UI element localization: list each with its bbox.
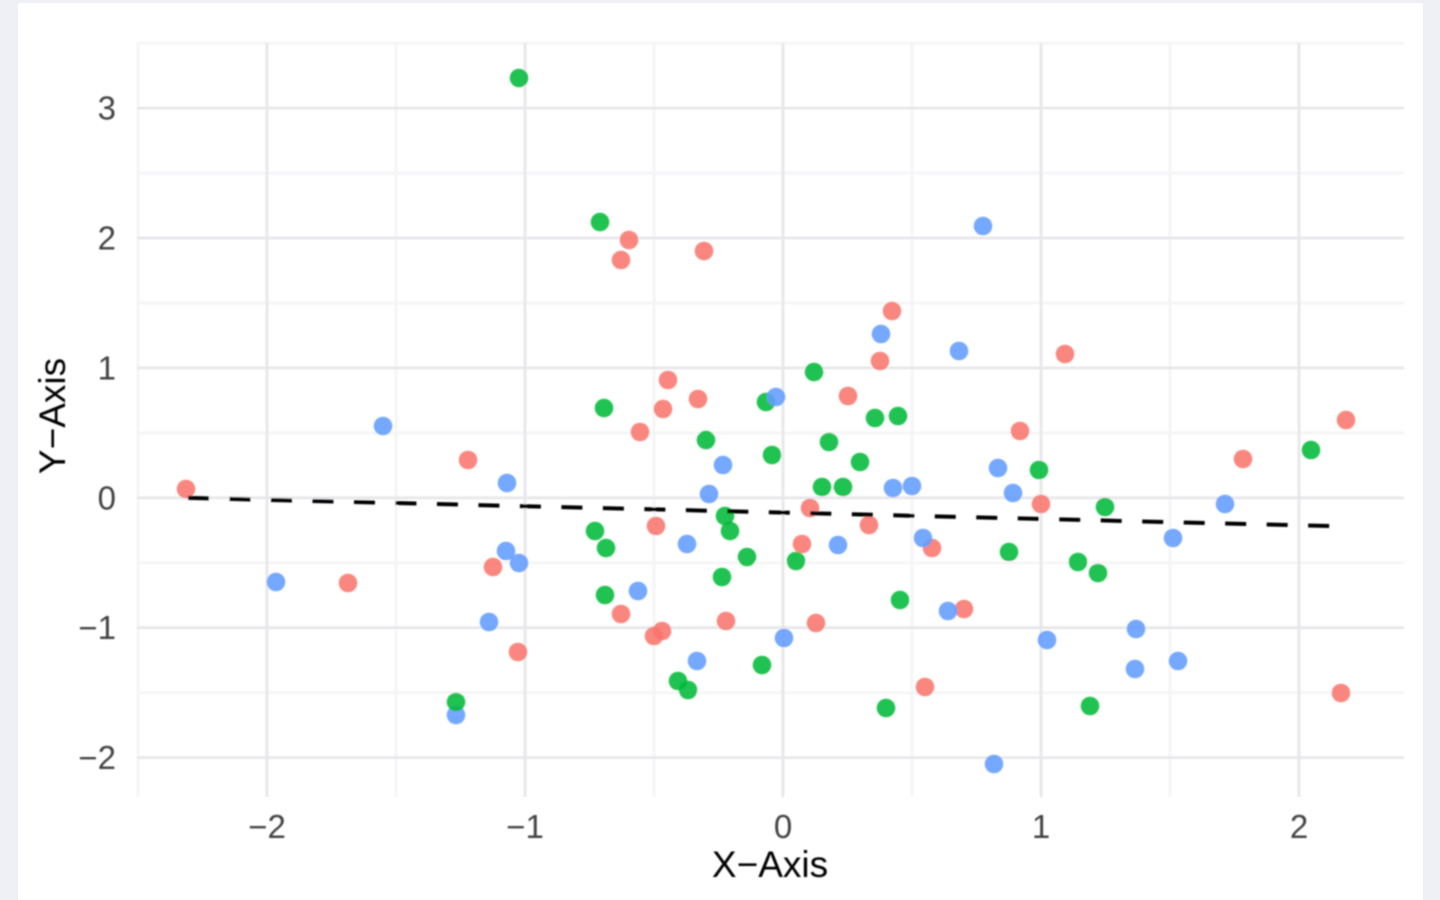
svg-text:0: 0 xyxy=(98,479,116,516)
svg-text:−2: −2 xyxy=(248,808,286,845)
svg-text:−2: −2 xyxy=(78,739,116,776)
svg-text:−1: −1 xyxy=(78,609,116,646)
svg-text:2: 2 xyxy=(1290,808,1308,845)
svg-text:X−Axis: X−Axis xyxy=(712,844,828,885)
svg-text:1: 1 xyxy=(1032,808,1050,845)
svg-text:−1: −1 xyxy=(506,808,544,845)
svg-text:0: 0 xyxy=(774,808,792,845)
svg-text:1: 1 xyxy=(98,349,116,386)
svg-text:Y−Axis: Y−Axis xyxy=(32,358,73,474)
svg-text:2: 2 xyxy=(98,220,116,257)
svg-text:3: 3 xyxy=(98,90,116,127)
